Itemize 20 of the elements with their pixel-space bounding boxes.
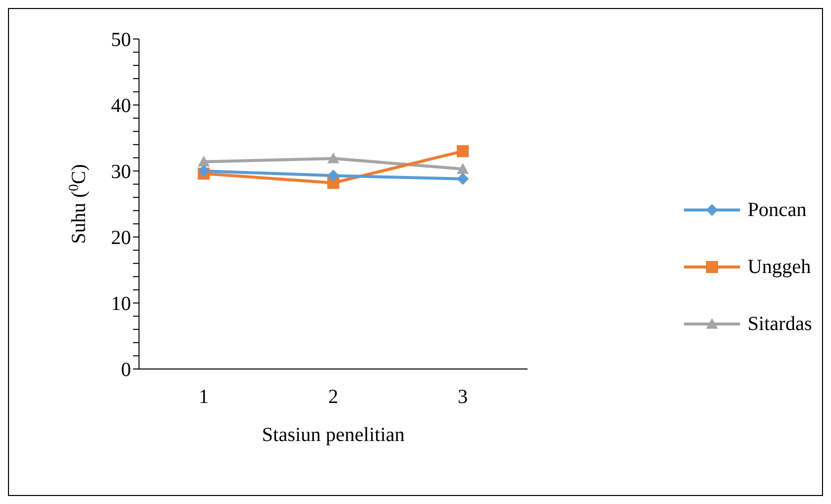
y-tick-label: 0 — [121, 359, 131, 382]
point — [198, 156, 210, 167]
point — [327, 170, 340, 182]
x-tick-label: 3 — [458, 386, 468, 408]
x-tick-label: 1 — [198, 386, 209, 408]
point — [456, 163, 469, 174]
legend-label: Poncan — [748, 198, 806, 222]
legend-label: Unggeh — [748, 256, 811, 278]
point — [456, 172, 469, 185]
point — [327, 152, 340, 164]
y-tick-label: 30 — [111, 161, 131, 184]
y-tick-label: 40 — [111, 95, 131, 118]
legend-label: Sitardas — [748, 312, 812, 336]
y-tick-label: 10 — [111, 293, 131, 316]
point — [456, 145, 469, 158]
x-tick-label: 2 — [328, 386, 338, 408]
y-tick-label: 20 — [111, 227, 131, 250]
x-axis-title: Stasiun penelitian — [262, 424, 405, 446]
point — [198, 165, 210, 177]
y-tick-label: 50 — [111, 29, 131, 52]
